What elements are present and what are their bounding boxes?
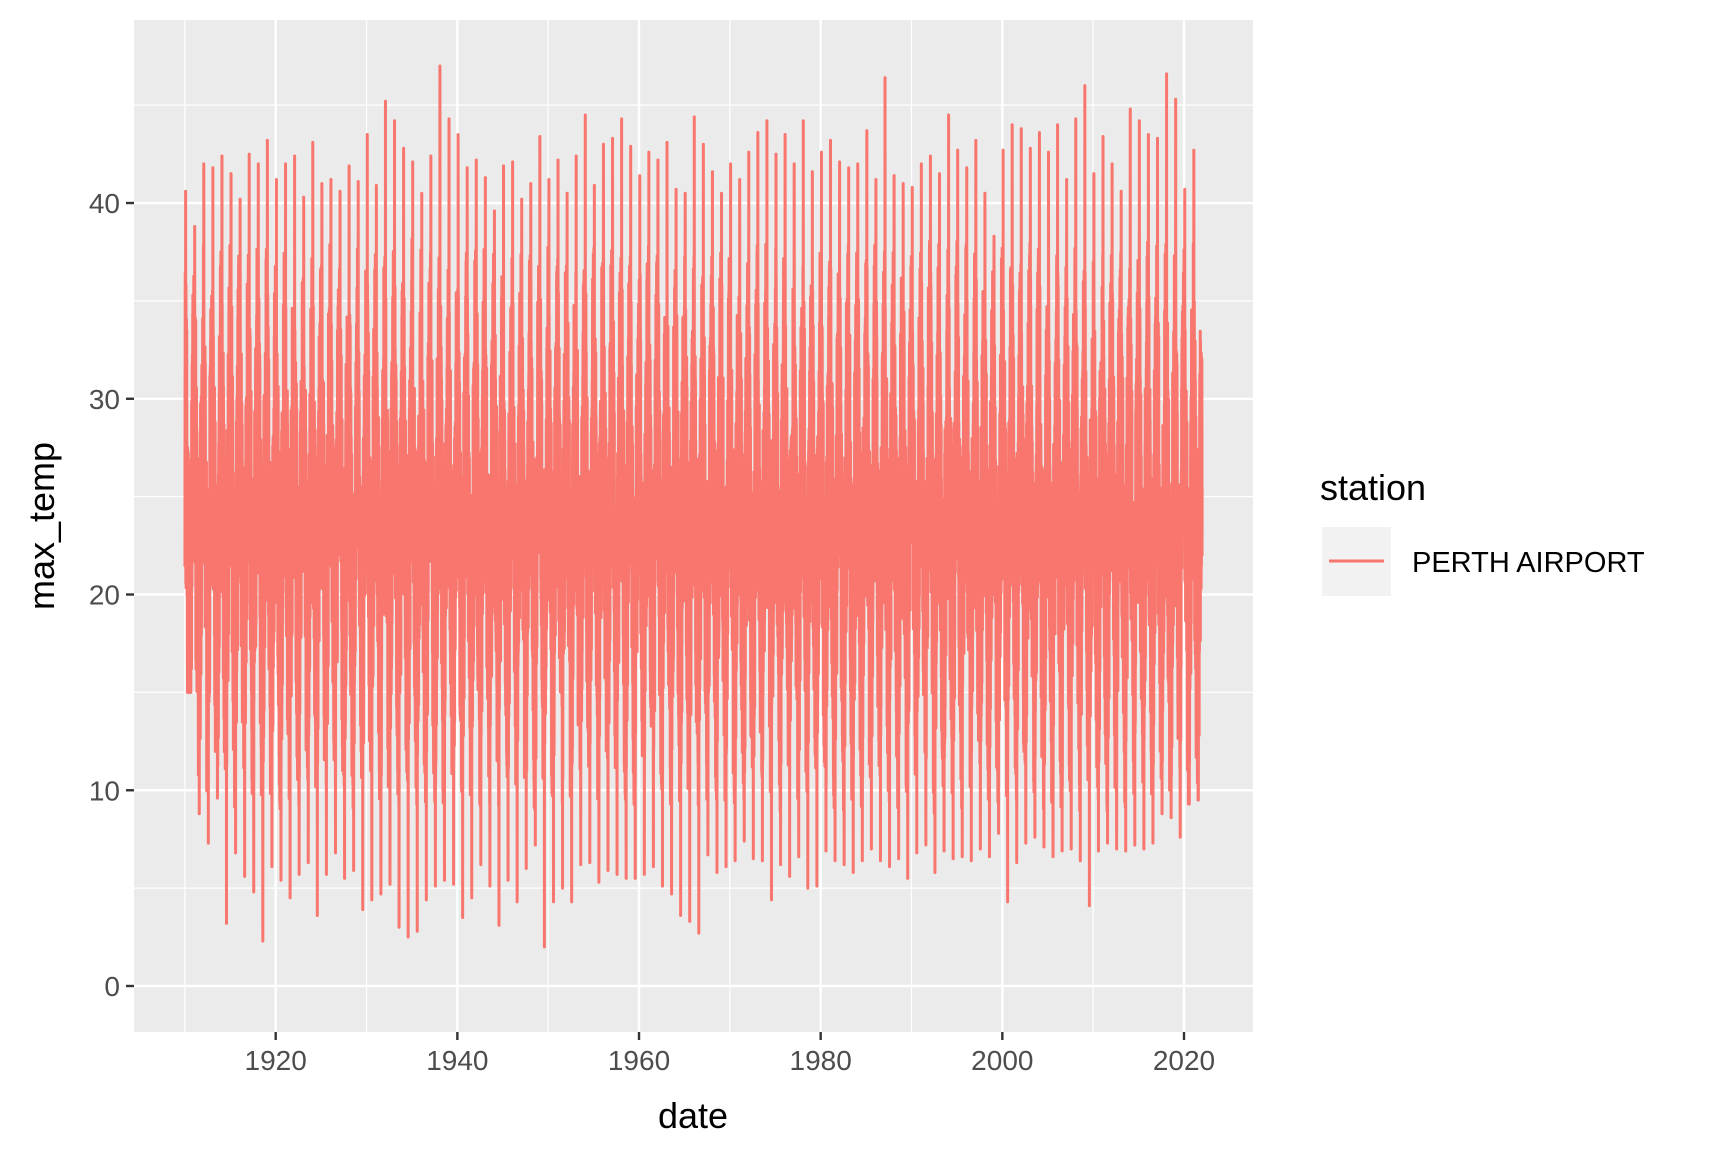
legend-title: station — [1320, 467, 1426, 508]
y-tick-label: 10 — [89, 775, 120, 806]
y-tick-label: 20 — [89, 580, 120, 611]
x-tick-label: 1940 — [426, 1045, 488, 1076]
x-axis-title: date — [658, 1095, 728, 1136]
y-tick-label: 0 — [104, 971, 120, 1002]
x-tick-label: 1980 — [790, 1045, 852, 1076]
y-tick-label: 40 — [89, 188, 120, 219]
x-tick-label: 1920 — [245, 1045, 307, 1076]
series-layer — [183, 64, 1204, 949]
legend: station PERTH AIRPORT — [1320, 467, 1645, 596]
y-axis-title: max_temp — [21, 442, 62, 610]
x-tick-label: 1960 — [608, 1045, 670, 1076]
series-line-perth-airport — [183, 64, 1204, 949]
x-tick-label: 2000 — [971, 1045, 1033, 1076]
y-tick-label: 30 — [89, 384, 120, 415]
legend-label-perth-airport: PERTH AIRPORT — [1412, 547, 1645, 579]
y-axis: 0 10 20 30 40 — [89, 188, 134, 1002]
x-axis: 1920 1940 1960 1980 2000 2020 — [245, 1032, 1215, 1076]
x-tick-label: 2020 — [1153, 1045, 1215, 1076]
